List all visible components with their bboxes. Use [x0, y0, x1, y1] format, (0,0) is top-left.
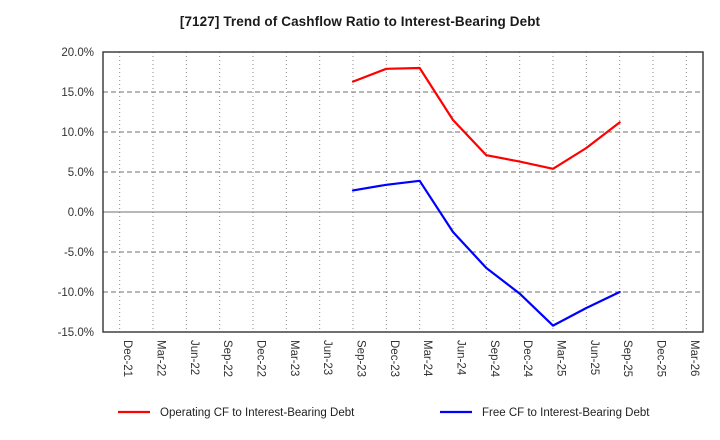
x-tick-label: Sep-22 — [221, 340, 233, 377]
y-tick-label: -15.0% — [58, 327, 94, 339]
y-tick-label: 20.0% — [61, 47, 94, 59]
x-tick-label: Mar-26 — [688, 340, 700, 376]
legend-label-0: Operating CF to Interest-Bearing Debt — [160, 407, 355, 419]
plot-frame — [102, 51, 704, 333]
x-tick-label: Mar-22 — [155, 340, 167, 376]
x-tick-label: Jun-24 — [455, 340, 467, 376]
y-tick-label: 0.0% — [68, 207, 94, 219]
y-tick-label: 5.0% — [68, 167, 94, 179]
x-tick-label: Dec-25 — [655, 340, 667, 377]
gridlines — [103, 52, 703, 333]
legend-label-1: Free CF to Interest-Bearing Debt — [482, 407, 650, 419]
x-tick-label: Sep-24 — [488, 340, 500, 378]
x-tick-label: Mar-24 — [421, 340, 433, 377]
y-tick-label: -5.0% — [64, 247, 94, 259]
x-tick-label: Jun-22 — [188, 340, 200, 375]
x-tick-label: Mar-25 — [555, 340, 567, 376]
y-tick-label: 15.0% — [61, 87, 94, 99]
x-tick-label: Sep-23 — [355, 340, 367, 377]
y-axis-labels: 20.0% 15.0% 10.0% 5.0% 0.0% -5.0% -10.0% -15.0% — [58, 47, 94, 339]
x-tick-label: Dec-22 — [255, 340, 267, 377]
x-tick-label: Sep-25 — [621, 340, 633, 377]
x-tick-label: Dec-23 — [388, 340, 400, 377]
x-tick-label: Dec-21 — [121, 340, 133, 377]
x-tick-label: Jun-25 — [588, 340, 600, 375]
series-line-1 — [351, 179, 621, 327]
x-tick-label: Dec-24 — [521, 340, 533, 378]
y-tick-label: -10.0% — [58, 287, 94, 299]
chart-title: [7127] Trend of Cashflow Ratio to Intere… — [179, 14, 541, 29]
y-tick-label: 10.0% — [61, 127, 94, 139]
x-axis-labels: Dec-21 Mar-22 Jun-22 Sep-22 Dec-22 Mar-23 Jun-… — [121, 340, 700, 378]
x-tick-label: Jun-23 — [321, 340, 333, 375]
series-line-0 — [351, 66, 621, 170]
x-tick-label: Mar-23 — [288, 340, 300, 376]
